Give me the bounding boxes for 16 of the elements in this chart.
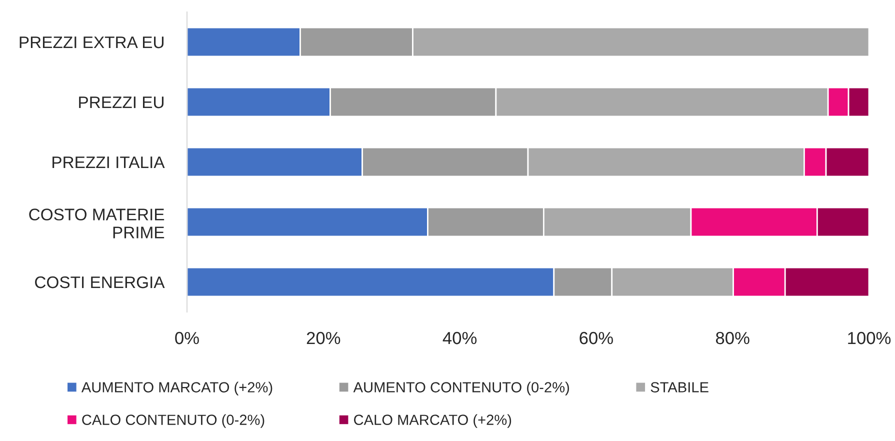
- x-tick-label: 20%: [306, 332, 340, 344]
- x-tick-label: 60%: [580, 332, 613, 344]
- x-tick-label: 80%: [716, 332, 750, 344]
- y-tick-label: COSTO MATERIE PRIME: [29, 208, 164, 238]
- x-tick-label: 0%: [175, 332, 199, 344]
- y-tick-label: PREZZI EU: [79, 96, 164, 108]
- y-tick-label: PREZZI ITALIA: [52, 156, 165, 168]
- legend-label: STABILE: [650, 382, 708, 392]
- legend-label: AUMENTO CONTENUTO (0-2%): [353, 382, 569, 396]
- y-tick-label: PREZZI EXTRA EU: [20, 36, 164, 48]
- y-tick-label: COSTI ENERGIA: [35, 276, 165, 288]
- legend-label: CALO CONTENUTO (0-2%): [82, 414, 264, 428]
- legend-label: CALO MARCATO (+2%): [354, 414, 512, 428]
- x-tick-label: 100%: [848, 332, 891, 344]
- x-tick-label: 40%: [442, 332, 477, 344]
- legend-label: AUMENTO MARCATO (+2%): [81, 382, 272, 396]
